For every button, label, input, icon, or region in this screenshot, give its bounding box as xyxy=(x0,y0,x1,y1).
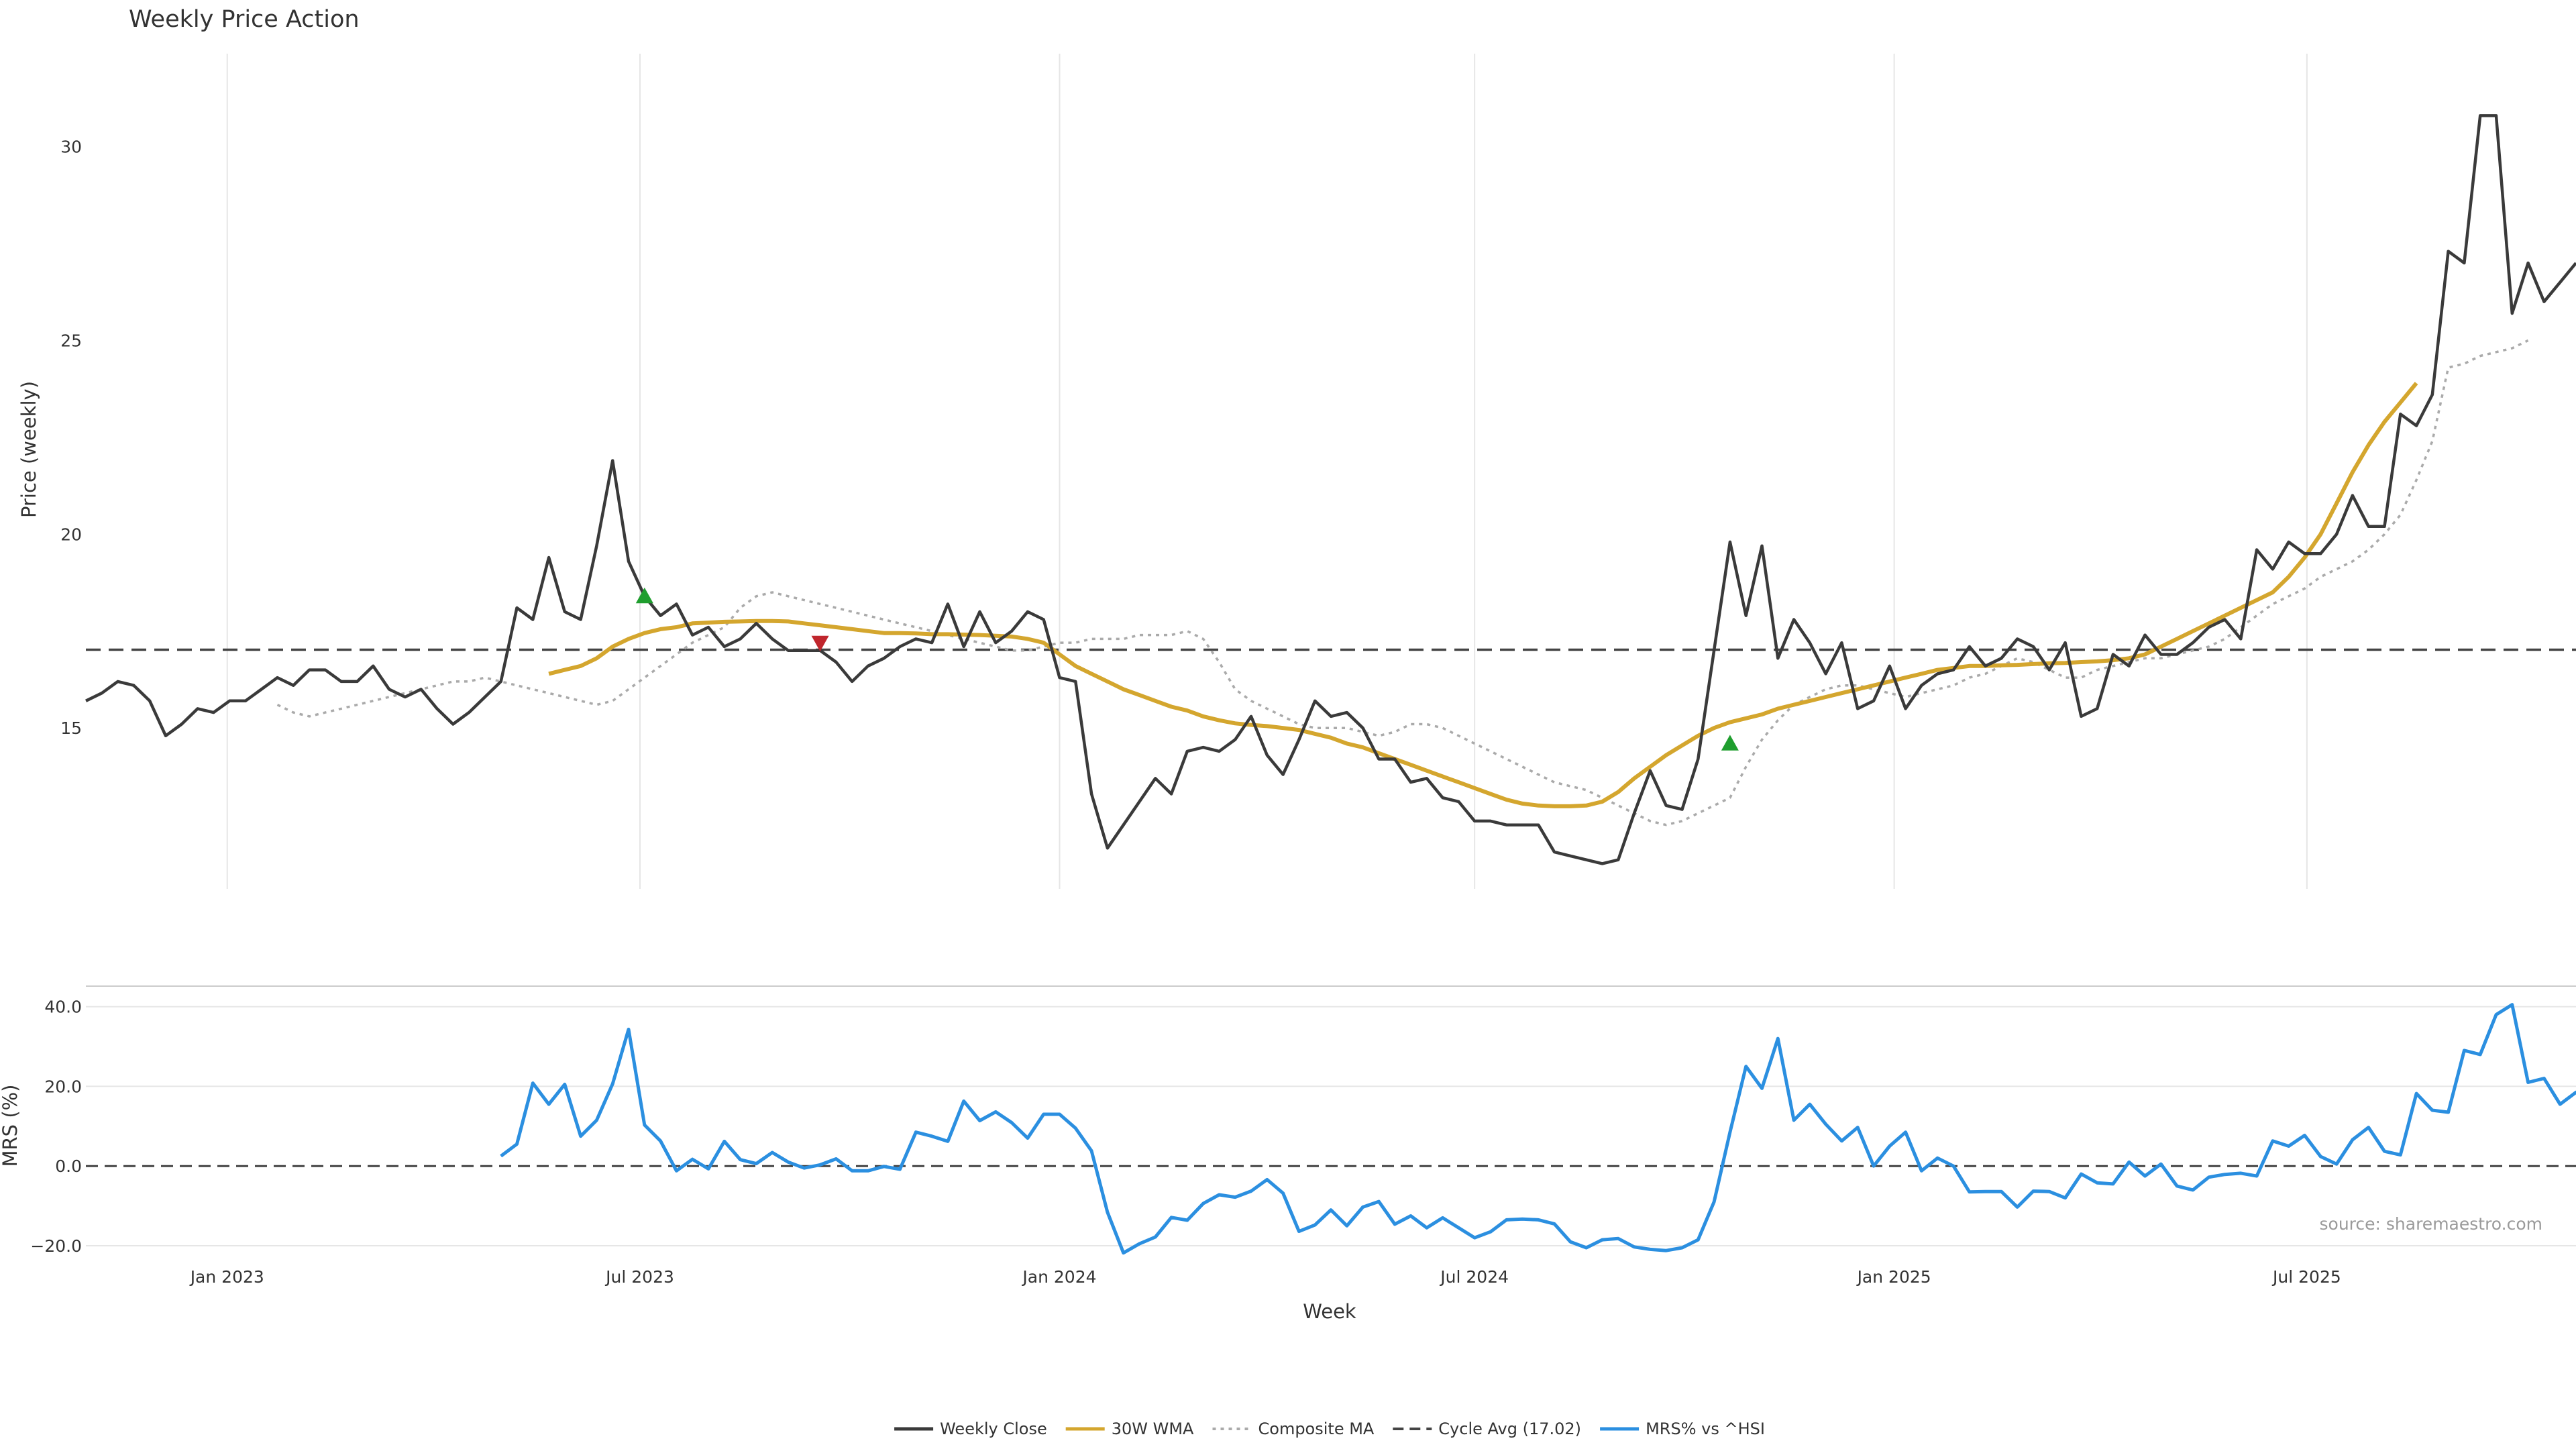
price-ytick-label: 15 xyxy=(60,718,82,738)
legend-label: 30W WMA xyxy=(1112,1419,1194,1438)
legend-label: Cycle Avg (17.02) xyxy=(1438,1419,1581,1438)
legend-label: MRS% vs ^HSI xyxy=(1646,1419,1765,1438)
mrs-ytick-label: 40.0 xyxy=(44,998,82,1017)
legend-item: Weekly Close xyxy=(894,1419,1047,1438)
weekly-close-line xyxy=(85,114,2576,865)
x-axis-ticks: Jan 2023 Jul 2023 Jan 2024 Jul 2024 Jan 2025… xyxy=(189,1267,2341,1287)
legend-item: Cycle Avg (17.02) xyxy=(1393,1419,1581,1438)
mrs-y-axis-label: MRS (%) xyxy=(0,1085,21,1167)
x-axis-label: Week xyxy=(1303,1300,1356,1323)
sell-signal-marker xyxy=(811,635,829,652)
buy-signal-marker xyxy=(635,587,653,604)
legend-item: MRS% vs ^HSI xyxy=(1600,1419,1765,1438)
legend-item: Composite MA xyxy=(1212,1419,1375,1438)
x-tick-label: Jul 2024 xyxy=(1439,1267,1509,1287)
mrs-line xyxy=(500,1003,2576,1255)
x-tick-label: Jan 2025 xyxy=(1856,1267,1931,1287)
x-tick-label: Jul 2023 xyxy=(604,1267,674,1287)
source-note: source: sharemaestro.com xyxy=(2320,1214,2543,1234)
legend-label: Weekly Close xyxy=(940,1419,1047,1438)
mrs-ytick-label: 20.0 xyxy=(44,1077,82,1096)
mrs-ytick-label: 0.0 xyxy=(55,1157,82,1176)
price-ytick-label: 25 xyxy=(60,331,82,351)
price-ytick-label: 20 xyxy=(60,525,82,544)
buy-signal-marker xyxy=(1721,735,1739,751)
price-y-axis-label: Price (weekly) xyxy=(17,381,40,518)
mrs-series xyxy=(86,1003,2576,1255)
legend: Weekly Close 30W WMA Composite MA Cycle Avg… xyxy=(894,1419,1765,1438)
mrs-ytick-label: −20.0 xyxy=(30,1236,82,1256)
price-grid xyxy=(226,54,2308,889)
price-series xyxy=(85,114,2576,865)
mrs-y-ticks: 40.0 20.0 0.0 −20.0 xyxy=(30,998,82,1256)
composite-ma-line xyxy=(276,339,2529,826)
legend-label: Composite MA xyxy=(1258,1419,1375,1438)
chart-title: Weekly Price Action xyxy=(129,6,360,33)
x-tick-label: Jan 2023 xyxy=(189,1267,264,1287)
signal-markers xyxy=(635,587,1739,751)
mrs-grid xyxy=(86,1006,2576,1247)
x-tick-label: Jul 2025 xyxy=(2271,1267,2341,1287)
wma-30w-line xyxy=(548,382,2418,808)
x-tick-label: Jan 2024 xyxy=(1021,1267,1096,1287)
price-ytick-label: 30 xyxy=(60,138,82,157)
legend-item: 30W WMA xyxy=(1065,1419,1194,1438)
price-y-ticks: 15 20 25 30 xyxy=(60,138,82,739)
